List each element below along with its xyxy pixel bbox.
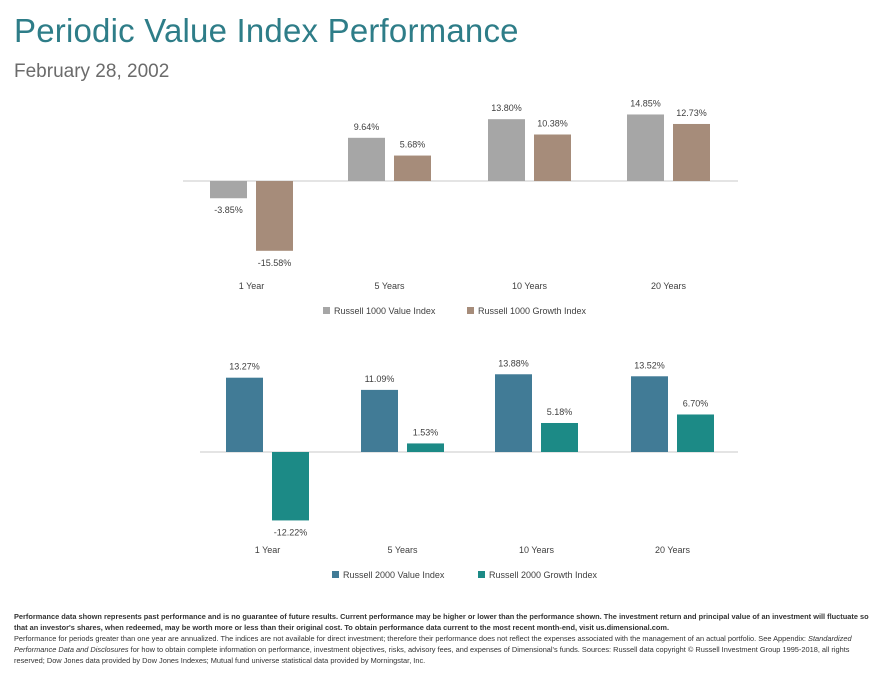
data-label: -15.58% [258,258,292,268]
bar-value-1 [348,137,385,181]
legend-swatch-0 [332,571,339,578]
bar-value-3 [631,376,668,452]
category-label: 5 Years [374,281,405,291]
data-label: 13.88% [498,358,529,368]
bar-growth-3 [677,414,714,452]
bar-value-3 [627,114,664,181]
russell-1000-chart: -3.85% -15.58% 1 Year 9.64% 5.68% 5 Years 13.8… [183,98,738,316]
legend-label: Russell 1000 Value Index [334,306,436,316]
disclaimer-appendix-title: Standardized Performance Data and Disclo… [14,634,852,654]
bar-growth-1 [394,155,431,181]
page-date: February 28, 2002 [14,61,170,82]
bar-growth-3 [673,123,710,181]
category-label: 20 Years [655,545,691,555]
data-label: 14.85% [630,98,661,108]
bar-value-0 [210,181,247,199]
legend-swatch-1 [467,307,474,314]
bar-growth-0 [256,181,293,251]
data-label: 5.68% [400,140,426,150]
category-label: 5 Years [387,545,418,555]
data-label: 11.09% [365,374,395,384]
category-label: 10 Years [512,281,548,291]
bar-growth-2 [534,134,571,181]
category-label: 10 Years [519,545,555,555]
data-label: -12.22% [274,527,308,537]
bar-growth-0 [272,452,309,521]
page-title: Periodic Value Index Performance [14,12,519,49]
disclaimer-sources-part1: Performance for periods greater than one… [14,634,806,643]
bar-growth-1 [407,443,444,452]
bar-growth-2 [541,422,578,452]
disclaimer-sources: Performance for periods greater than one… [14,633,874,666]
legend-label: Russell 2000 Value Index [343,570,445,580]
disclaimer-sources-part2: for how to obtain complete information o… [14,645,850,665]
legend-swatch-1 [478,571,485,578]
data-label: 13.27% [229,362,260,372]
legend-label: Russell 1000 Growth Index [478,306,587,316]
data-label: 13.80% [491,103,522,113]
data-label: 1.53% [413,427,439,437]
data-label: -3.85% [214,205,243,215]
data-label: 6.70% [683,398,709,408]
data-label: 12.73% [676,108,707,118]
bar-value-0 [226,377,263,452]
category-label: 1 Year [239,281,265,291]
data-label: 5.18% [547,407,573,417]
data-label: 13.52% [634,360,665,370]
russell-2000-chart: 13.27% -12.22% 1 Year 11.09% 1.53% 5 Years 13.… [200,358,738,580]
data-label: 10.38% [537,118,568,128]
category-label: 20 Years [651,281,687,291]
disclaimer-performance: Performance data shown represents past p… [14,612,869,632]
bar-value-2 [495,374,532,452]
category-label: 1 Year [255,545,281,555]
legend-label: Russell 2000 Growth Index [489,570,598,580]
disclaimer: Performance data shown represents past p… [14,611,874,666]
legend-swatch-0 [323,307,330,314]
bar-value-1 [361,389,398,452]
bar-value-2 [488,119,525,181]
data-label: 9.64% [354,122,380,132]
